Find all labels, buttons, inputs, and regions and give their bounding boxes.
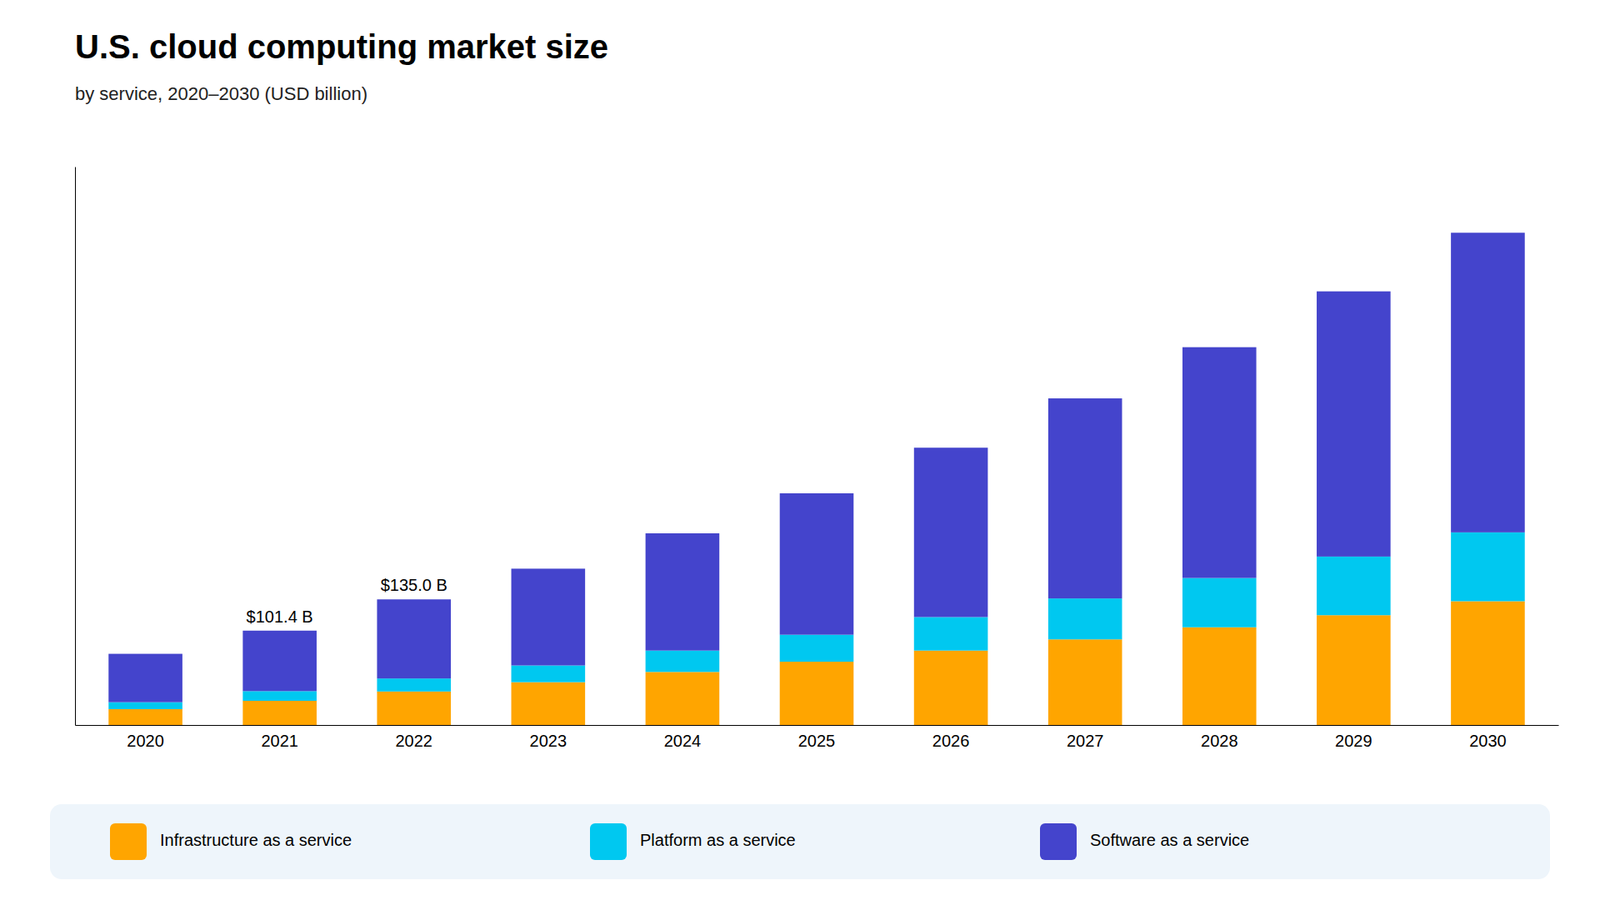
bar	[645, 533, 720, 651]
x-tick: 2025	[798, 725, 836, 750]
annotation: $135.0 B	[380, 575, 448, 595]
x-tick-label: 2022	[395, 731, 432, 750]
x-tick: 2029	[1335, 725, 1373, 750]
bar	[1182, 347, 1257, 579]
x-tick-label: 2028	[1200, 731, 1239, 750]
bars	[108, 232, 1525, 725]
x-tick: 2024	[664, 725, 702, 750]
x-tick-label: 2025	[798, 731, 836, 750]
bar	[645, 650, 720, 673]
bar	[1182, 627, 1257, 725]
x-tick-label: 2024	[664, 731, 702, 750]
x-axis-line	[75, 725, 1560, 726]
y-axis	[75, 167, 76, 726]
bar	[780, 635, 855, 662]
bar	[780, 493, 855, 635]
bar	[1316, 291, 1391, 557]
bar	[1048, 598, 1123, 640]
bar	[914, 447, 989, 617]
bar	[511, 568, 586, 665]
subtitle: by service, 2020–2030 (USD billion)	[75, 83, 368, 105]
x-tick: 2022	[395, 725, 432, 750]
bar	[376, 678, 451, 692]
x-tick-label: 2029	[1335, 731, 1373, 750]
bar	[242, 630, 317, 692]
bar	[1048, 639, 1123, 725]
title: U.S. cloud computing market size	[75, 28, 609, 65]
y-axis-line	[75, 167, 76, 726]
bar	[376, 691, 451, 725]
legend: Infrastructure as a service Platform as a…	[50, 804, 1550, 880]
bar	[108, 702, 183, 710]
x-tick-label: 2030	[1469, 731, 1507, 750]
legend-label: Software as a service	[1090, 830, 1250, 850]
bar	[1450, 532, 1525, 602]
legend-background	[50, 804, 1550, 880]
bar	[376, 599, 451, 679]
bar	[645, 671, 720, 725]
series-bars	[108, 232, 1525, 702]
bar	[511, 665, 586, 683]
legend-label: Infrastructure as a service	[160, 830, 352, 850]
plot: 2020 2021 2022 2023 2024 2025 2026 2027 2028 2029…	[75, 167, 1560, 751]
bar	[1450, 600, 1525, 725]
annotations: $101.4 B $135.0 B	[246, 575, 448, 626]
x-tick-label: 2021	[260, 731, 299, 750]
bar	[780, 661, 855, 725]
x-tick: 2026	[932, 725, 970, 750]
bar	[1182, 578, 1257, 628]
x-tick: 2020	[126, 725, 165, 750]
legend-item: Platform as a service	[590, 823, 796, 860]
bar	[1316, 615, 1391, 725]
bar	[108, 709, 183, 725]
x-tick-label: 2023	[530, 731, 568, 750]
x-tick-label: 2020	[126, 731, 165, 750]
bar	[1048, 398, 1123, 599]
x-tick: 2027	[1066, 725, 1105, 750]
legend-item: Infrastructure as a service	[110, 823, 352, 860]
legend-label: Platform as a service	[640, 830, 796, 850]
legend-swatch	[590, 823, 627, 860]
x-tick-label: 2027	[1066, 731, 1105, 750]
bar	[242, 690, 317, 701]
x-tick: 2021	[260, 725, 299, 750]
legend-item: Software as a service	[1040, 823, 1250, 860]
bar	[1450, 232, 1525, 533]
annotation: $101.4 B	[246, 607, 314, 626]
x-axis: 2020 2021 2022 2023 2024 2025 2026 2027 2028 2029…	[75, 725, 1560, 750]
legend-swatch	[1040, 823, 1077, 860]
bar	[511, 682, 586, 725]
bar	[1316, 556, 1391, 615]
chart: U.S. cloud computing market size by servi…	[0, 0, 1600, 900]
legend-swatch	[110, 823, 147, 860]
bar	[108, 654, 183, 703]
x-tick-label: 2026	[932, 731, 970, 750]
x-tick: 2030	[1469, 725, 1507, 750]
bar	[914, 650, 989, 725]
bar	[242, 700, 317, 725]
x-tick: 2023	[530, 725, 568, 750]
bar	[914, 616, 989, 650]
x-tick: 2028	[1200, 725, 1239, 750]
